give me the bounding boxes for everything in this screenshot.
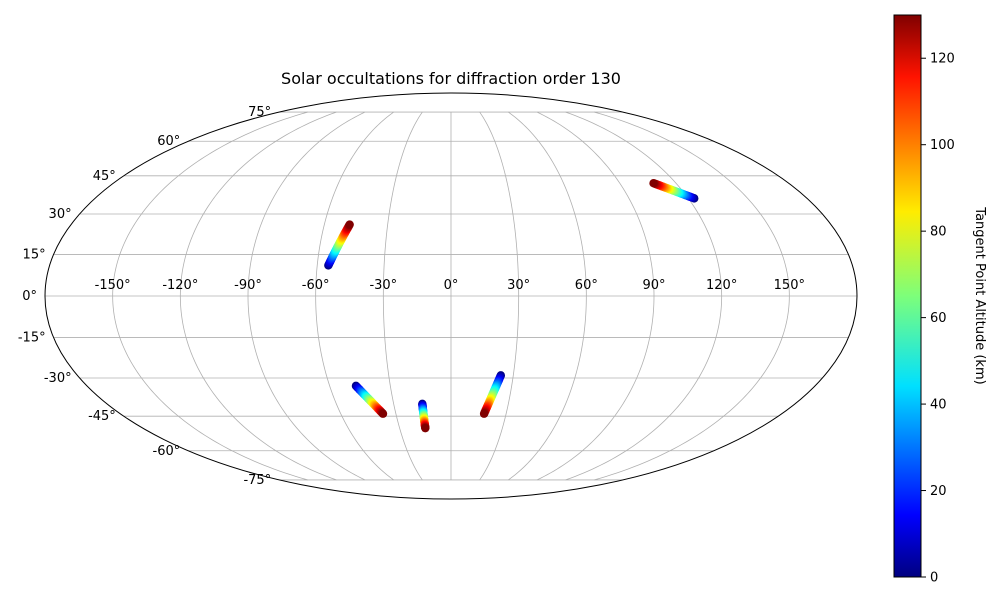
occultation-track xyxy=(351,381,388,418)
colorbar-tick-label: 120 xyxy=(930,52,955,67)
latitude-tick-label: -30° xyxy=(44,371,72,386)
occultation-track xyxy=(324,220,354,270)
longitude-tick-label: -150° xyxy=(95,278,131,293)
track-point xyxy=(479,409,489,418)
latitude-tick-label: -15° xyxy=(18,331,46,346)
colorbar: 0 20 40 60 80 100 120 Tangent Point Altitude (… xyxy=(893,14,987,586)
longitude-grid-line xyxy=(479,111,520,481)
longitude-grid-line xyxy=(382,111,423,481)
track-point xyxy=(421,423,430,433)
longitude-grid-line xyxy=(112,111,308,481)
colorbar-tick-label: 80 xyxy=(930,225,947,240)
longitude-grid-line xyxy=(179,111,337,481)
colorbar-tick-label: 20 xyxy=(930,484,947,499)
longitude-tick-label: 90° xyxy=(642,278,665,293)
longitude-grid-line xyxy=(565,111,723,481)
map-outline xyxy=(44,92,858,500)
colorbar-ticks: 0 20 40 60 80 100 120 xyxy=(921,52,955,586)
chart-title: Solar occultations for diffraction order… xyxy=(281,69,621,88)
latitude-tick-label: 75° xyxy=(248,105,271,120)
latitude-tick-label: -45° xyxy=(88,409,116,424)
colorbar-tick-label: 0 xyxy=(930,571,938,586)
longitude-grid-line xyxy=(594,111,790,481)
longitude-tick-label: 30° xyxy=(507,278,530,293)
occultation-track xyxy=(479,371,506,418)
track-point xyxy=(345,220,354,229)
longitude-grid-line xyxy=(536,111,655,481)
grid-lines xyxy=(45,111,857,481)
latitude-tick-labels: -75° -60° -45° -30° -15° 0° 15° 30° 45° 60° 75° xyxy=(18,105,271,488)
longitude-tick-label: -60° xyxy=(302,278,330,293)
longitude-tick-label: 60° xyxy=(575,278,598,293)
latitude-tick-label: -75° xyxy=(243,473,271,488)
map-area: -150° -120° -90° -60° -30° 0° 30° 60° 90° 120° 150… xyxy=(18,92,858,500)
longitude-tick-label: 0° xyxy=(444,278,459,293)
colorbar-gradient xyxy=(893,14,922,578)
occultation-tracks xyxy=(324,179,699,433)
occultation-track xyxy=(649,179,699,203)
latitude-tick-label: 30° xyxy=(49,207,72,222)
longitude-tick-label: -90° xyxy=(234,278,262,293)
latitude-tick-label: 45° xyxy=(93,169,116,184)
track-point xyxy=(649,179,658,188)
latitude-tick-label: 60° xyxy=(157,134,180,149)
latitude-tick-label: 0° xyxy=(22,289,37,304)
track-point xyxy=(378,409,388,418)
colorbar-tick-label: 60 xyxy=(930,311,947,326)
longitude-tick-label: 150° xyxy=(774,278,805,293)
longitude-grid-line xyxy=(247,111,366,481)
occultation-track xyxy=(418,399,430,433)
colorbar-tick-label: 40 xyxy=(930,398,947,413)
longitude-tick-labels: -150° -120° -90° -60° -30° 0° 30° 60° 90° 120° 150… xyxy=(95,278,805,293)
colorbar-label: Tangent Point Altitude (km) xyxy=(972,206,987,384)
longitude-grid-line xyxy=(315,111,394,481)
longitude-tick-label: 120° xyxy=(706,278,737,293)
longitude-grid-line xyxy=(508,111,587,481)
colorbar-tick-label: 100 xyxy=(930,138,955,153)
latitude-tick-label: 15° xyxy=(23,247,46,262)
latitude-tick-label: -60° xyxy=(153,444,181,459)
longitude-tick-label: -120° xyxy=(162,278,198,293)
longitude-tick-label: -30° xyxy=(369,278,397,293)
